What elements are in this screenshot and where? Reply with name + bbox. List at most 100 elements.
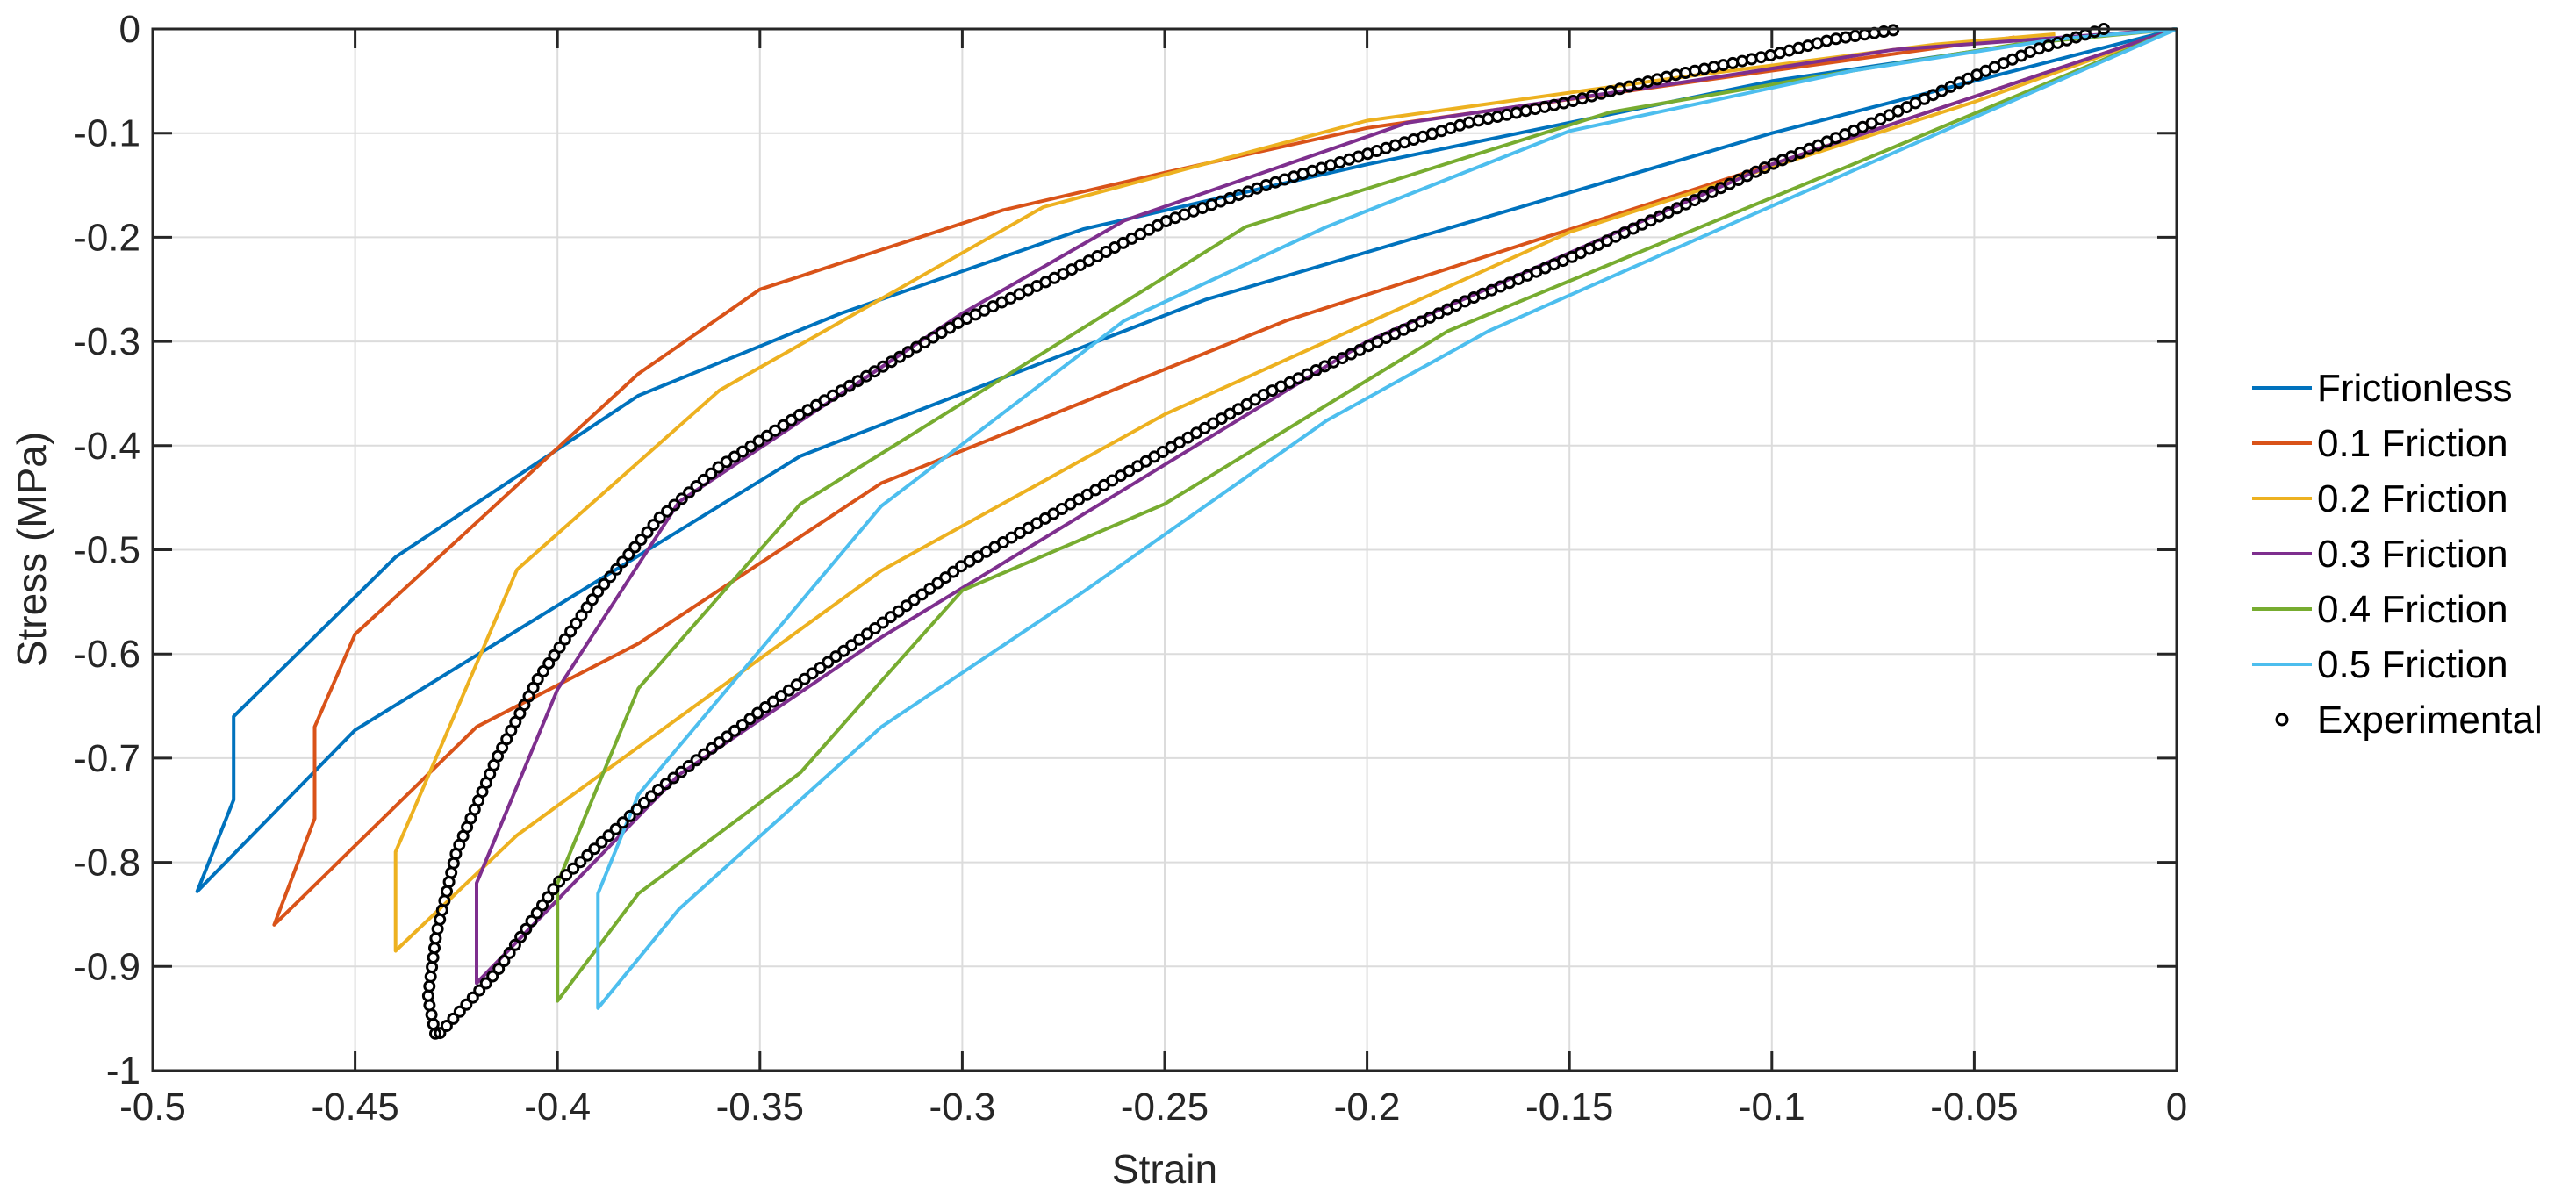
experimental-point (602, 829, 615, 842)
experimental-point (675, 492, 688, 505)
y-tick-label: -0.7 (74, 737, 140, 780)
legend-label-0-5-friction: 0.5 Friction (2317, 643, 2508, 686)
legend-label-0-3-friction: 0.3 Friction (2317, 533, 2508, 576)
experimental-point (514, 930, 527, 943)
experimental-point (630, 803, 643, 816)
y-tick-label: -1 (106, 1050, 140, 1093)
x-tick-label: -0.1 (1739, 1086, 1805, 1129)
series-markers-experimental (421, 23, 2110, 1040)
experimental-point (785, 413, 798, 426)
x-tick-label: -0.3 (929, 1086, 995, 1129)
series-line-0-2-friction (393, 27, 2178, 953)
experimental-point (683, 486, 696, 499)
y-axis-title: Stress (MPa) (9, 432, 54, 667)
legend-label-experimental: Experimental (2317, 699, 2543, 742)
experimental-point (744, 440, 757, 453)
experimental-point (760, 429, 773, 442)
experimental-point (735, 719, 749, 731)
experimental-point (721, 730, 734, 743)
x-tick-label: -0.45 (311, 1086, 398, 1129)
y-tick-label: -0.1 (74, 112, 140, 155)
experimental-point (908, 593, 921, 606)
y-tick-label: -0.2 (74, 216, 140, 259)
experimental-point (574, 856, 587, 869)
experimental-point (635, 534, 648, 546)
experimental-point (713, 736, 726, 749)
experimental-point (598, 577, 611, 591)
experimental-point (585, 593, 599, 606)
experimental-point (829, 650, 843, 663)
experimental-point (575, 609, 588, 622)
experimental-point (479, 977, 492, 990)
experimental-point (777, 419, 790, 432)
experimental-point (690, 754, 703, 767)
experimental-point (616, 555, 629, 569)
experimental-point (520, 922, 533, 935)
experimental-point (845, 639, 858, 652)
experimental-point (728, 450, 741, 463)
experimental-point (653, 511, 666, 524)
experimental-point (659, 778, 672, 791)
experimental-point (806, 667, 819, 680)
experimental-point (752, 434, 765, 448)
experimental-point (537, 664, 549, 677)
experimental-point (923, 582, 936, 595)
experimental-point (637, 796, 650, 809)
legend-label-0-4-friction: 0.4 Friction (2317, 588, 2508, 631)
experimental-point (466, 991, 479, 1004)
experimental-point (947, 565, 960, 578)
experimental-point (547, 883, 560, 896)
experimental-point (884, 611, 897, 624)
experimental-point (728, 724, 742, 737)
experimental-point (720, 455, 733, 469)
experimental-point (486, 970, 499, 983)
experimental-point (769, 424, 782, 437)
experimental-point (558, 633, 571, 646)
series-line-0-5-friction (596, 27, 2178, 1010)
experimental-point (604, 570, 617, 584)
experimental-point (473, 984, 486, 997)
legend-swatch-experimental (2275, 713, 2289, 727)
experimental-point (623, 809, 636, 822)
experimental-point (675, 765, 688, 778)
experimental-point (751, 706, 764, 720)
experimental-point (900, 599, 913, 613)
experimental-point (774, 690, 787, 703)
experimental-point (453, 1005, 466, 1018)
x-axis-ticks: -0.5 -0.45 -0.4 -0.35 -0.3 -0.25 -0.2 -0.15 -0.1… (119, 29, 2187, 1129)
x-tick-label: 0 (2166, 1086, 2187, 1129)
experimental-point (440, 1020, 453, 1032)
x-axis-title: Strain (1112, 1146, 1217, 1192)
experimental-point (869, 622, 881, 634)
experimental-point (705, 467, 718, 480)
experimental-point (736, 445, 750, 458)
experimental-point (661, 505, 674, 518)
experimental-point (822, 656, 835, 669)
y-tick-label: 0 (119, 8, 140, 51)
y-tick-label: -0.8 (74, 842, 140, 885)
experimental-point (628, 541, 642, 554)
series-layer (195, 23, 2178, 1040)
experimental-point (667, 771, 680, 785)
experimental-point (705, 742, 718, 755)
x-tick-label: -0.25 (1121, 1086, 1209, 1129)
experimental-point (712, 461, 725, 474)
legend-label-frictionless: Frictionless (2317, 367, 2513, 410)
experimental-point (931, 577, 944, 590)
y-tick-label: -0.5 (74, 529, 140, 572)
experimental-point (531, 673, 544, 685)
experimental-point (610, 563, 623, 576)
experimental-point (892, 605, 905, 618)
experimental-point (616, 816, 629, 829)
experimental-point (668, 498, 681, 512)
experimental-point (682, 760, 695, 772)
experimental-point (876, 616, 889, 629)
y-tick-label: -0.6 (74, 633, 140, 676)
experimental-point (542, 891, 555, 904)
y-axis-ticks: 0 -0.1 -0.2 -0.3 -0.4 -0.5 -0.6 -0.7 -0.8 -0.9 -1 (74, 8, 2177, 1093)
y-tick-label: -0.9 (74, 945, 140, 988)
experimental-point (595, 835, 608, 849)
experimental-point (743, 713, 757, 726)
x-tick-label: -0.05 (1930, 1086, 2018, 1129)
